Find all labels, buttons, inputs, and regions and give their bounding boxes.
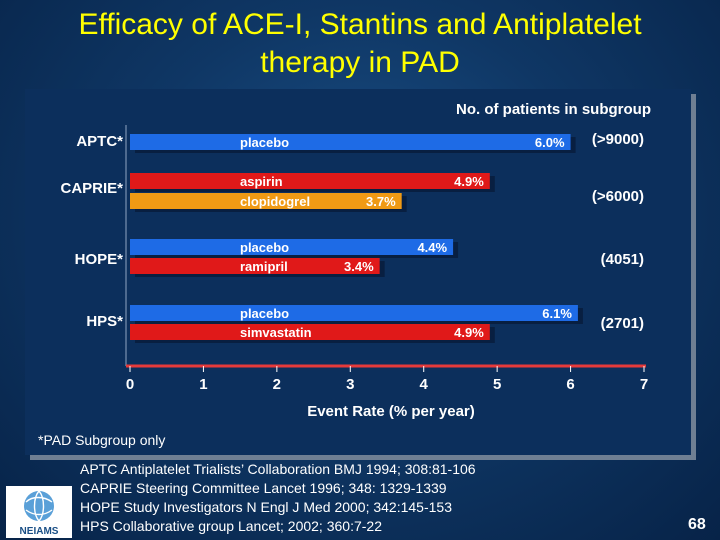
bar-hps-simvastatin [130,324,490,340]
logo-text: NEIAMS [20,526,59,537]
x-tick-label-3: 3 [346,376,354,393]
reference-caprie: CAPRIE Steering Committee Lancet 1996; 3… [80,480,447,496]
bar-caprie-aspirin-label: aspirin [240,174,283,189]
bar-chart: No. of patients in subgroup APTC* (>9000) p… [60,101,651,420]
x-tick-label-4: 4 [420,376,429,393]
footnote: *PAD Subgroup only [38,432,166,448]
bar-hope-ramipril [130,258,380,274]
bar-hope-ramipril-value-label: 3.4% [344,259,374,274]
page-number: 68 [688,516,706,533]
bar-hps-simvastatin-value-label: 4.9% [454,325,484,340]
slide-title-line-2: therapy in PAD [260,46,460,79]
reference-hps: HPS Collaborative group Lancet; 2002; 36… [80,518,382,534]
bar-aptc-placebo-label: placebo [240,135,289,150]
bar-hope-placebo-value-label: 4.4% [417,240,447,255]
slide-title: Efficacy of ACE-I, Stantins and Antiplat… [0,6,720,82]
group-label-hope: HOPE* [75,251,124,268]
group-label-hps: HPS* [86,313,123,330]
x-tick-label-7: 7 [640,376,648,393]
bar-hope-placebo [130,239,454,255]
x-tick-label-6: 6 [566,376,574,393]
patient-count-hps: (2701) [601,315,644,332]
bar-hps-placebo [130,305,578,321]
x-tick-label-1: 1 [199,376,207,393]
bar-hope-ramipril-label: ramipril [240,259,288,274]
x-axis-label: Event Rate (% per year) [307,403,475,420]
group-label-aptc: APTC* [76,133,123,150]
bar-caprie-clopidogrel-label: clopidogrel [240,194,310,209]
references-list: APTC Antiplatelet Trialists’ Collaborati… [80,460,476,536]
reference-hope: HOPE Study Investigators N Engl J Med 20… [80,499,452,515]
bar-hps-placebo-value-label: 6.1% [542,306,572,321]
globe-icon [24,491,54,521]
group-label-caprie: CAPRIE* [60,180,123,197]
bar-caprie-clopidogrel-value-label: 3.7% [366,194,396,209]
bar-caprie-aspirin-value-label: 4.9% [454,174,484,189]
bar-caprie-clopidogrel [130,193,402,209]
bar-hps-simvastatin-label: simvastatin [240,325,312,340]
chart-panel: No. of patients in subgroup APTC* (>9000) p… [25,89,691,455]
bar-hps-placebo-label: placebo [240,306,289,321]
neiams-logo: NEIAMS [6,486,72,538]
bar-aptc-placebo [130,134,571,150]
patient-count-caprie: (>6000) [592,188,644,205]
x-tick-label-2: 2 [273,376,281,393]
subgroup-header: No. of patients in subgroup [456,101,651,118]
reference-aptc: APTC Antiplatelet Trialists’ Collaborati… [80,461,476,477]
slide-title-line-1: Efficacy of ACE-I, Stantins and Antiplat… [78,8,642,41]
x-tick-label-5: 5 [493,376,501,393]
patient-count-hope: (4051) [601,251,644,268]
bar-hope-placebo-label: placebo [240,240,289,255]
bar-aptc-placebo-value-label: 6.0% [535,135,565,150]
patient-count-aptc: (>9000) [592,131,644,148]
x-tick-label-0: 0 [126,376,134,393]
bar-caprie-aspirin [130,173,490,189]
